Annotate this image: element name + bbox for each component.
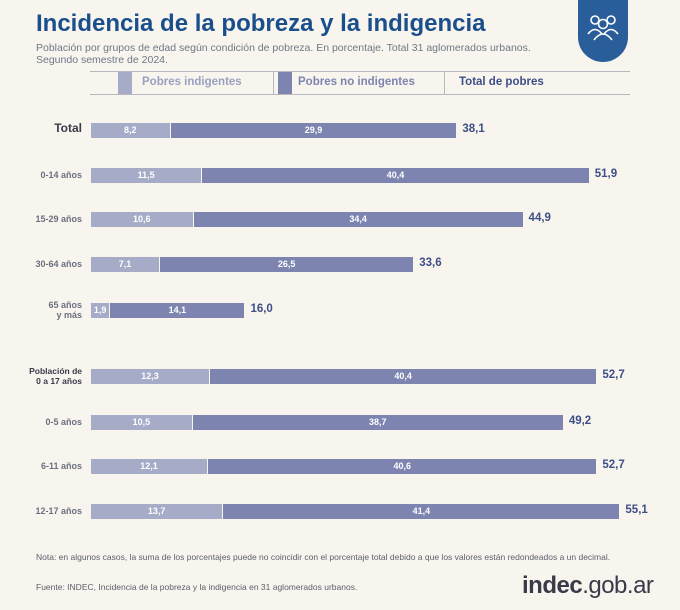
data-label-indigent: 1,9	[93, 305, 107, 315]
bar-segment-indigent: 11,5	[91, 167, 202, 183]
data-label-non-indigent: 34,4	[349, 214, 367, 224]
chart-title: Incidencia de la pobreza y la indigencia	[36, 10, 486, 37]
bar-segment-indigent: 12,1	[91, 458, 208, 474]
legend-divider	[444, 72, 445, 94]
data-label-non-indigent: 40,6	[393, 461, 411, 471]
bar-segment-indigent: 1,9	[91, 302, 110, 318]
brand-logo-domain: .gob.ar	[582, 572, 654, 599]
legend-label-non-indigent: Pobres no indigentes	[298, 76, 415, 88]
data-label-indigent: 10,6	[133, 214, 151, 224]
data-label-total: 55,1	[625, 504, 648, 516]
data-label-indigent: 12,3	[141, 371, 159, 381]
footnote: Nota: en algunos casos, la suma de los p…	[36, 552, 611, 562]
data-label-total: 33,6	[419, 257, 442, 269]
legend-swatch-indigent	[118, 72, 132, 94]
chart-legend: Pobres indigentes Pobres no indigentes T…	[90, 71, 630, 95]
category-label: Población de 0 a 17 años	[29, 366, 82, 386]
bar-segment-non-indigent: 38,7	[192, 414, 563, 430]
category-label: 12-17 años	[35, 506, 82, 516]
people-group-icon	[587, 15, 619, 41]
category-label: 65 años y más	[48, 300, 82, 320]
legend-swatch-non-indigent	[278, 72, 292, 94]
source-note: Fuente: INDEC, Incidencia de la pobreza …	[36, 582, 358, 592]
data-label-non-indigent: 40,4	[386, 170, 405, 180]
legend-label-total: Total de pobres	[459, 76, 544, 88]
legend-label-indigent: Pobres indigentes	[142, 76, 242, 88]
data-label-indigent: 7,1	[118, 259, 132, 269]
bar-segment-indigent: 10,6	[91, 211, 193, 227]
data-label-total: 49,2	[568, 415, 592, 427]
bar-segment-non-indigent: 14,1	[110, 302, 245, 318]
category-label: 0-14 años	[40, 170, 82, 180]
data-label-total: 52,7	[602, 459, 625, 471]
data-label-non-indigent: 40,4	[394, 371, 412, 381]
data-label-indigent: 13,7	[147, 506, 166, 516]
category-label: 15-29 años	[35, 214, 82, 224]
data-label-indigent: 8,2	[124, 125, 137, 135]
data-label-total: 52,7	[602, 369, 625, 381]
data-label-non-indigent: 26,5	[277, 259, 296, 269]
data-label-indigent: 10,5	[132, 417, 151, 427]
bar-segment-indigent: 8,2	[91, 122, 170, 138]
category-label: Total	[54, 121, 82, 135]
bar-segment-non-indigent: 34,4	[193, 211, 523, 227]
data-label-total: 44,9	[528, 212, 551, 224]
data-label-non-indigent: 29,9	[304, 125, 323, 135]
bar-segment-indigent: 10,5	[91, 414, 192, 430]
bar-segment-non-indigent: 40,4	[202, 167, 589, 183]
bar-segment-indigent: 13,7	[91, 503, 223, 519]
data-label-total: 16,0	[250, 303, 273, 315]
category-label: 0-5 años	[45, 417, 82, 427]
data-label-total: 51,9	[594, 168, 618, 180]
bar-segment-non-indigent: 29,9	[170, 122, 457, 138]
data-label-non-indigent: 41,4	[412, 506, 431, 516]
bar-segment-non-indigent: 41,4	[223, 503, 620, 519]
chart-subtitle: Población por grupos de edad según condi…	[36, 42, 531, 66]
data-label-indigent: 11,5	[137, 170, 155, 180]
data-label-total: 38,1	[462, 123, 485, 135]
data-label-non-indigent: 14,1	[168, 305, 187, 315]
bar-segment-non-indigent: 26,5	[160, 256, 414, 272]
logo-badge	[578, 0, 628, 62]
category-label: 30-64 años	[35, 259, 82, 269]
legend-divider	[273, 72, 274, 94]
bar-segment-non-indigent: 40,4	[209, 368, 597, 384]
brand-logo: indec.gob.ar	[522, 572, 654, 600]
brand-logo-strong: indec	[522, 572, 583, 599]
bar-segment-indigent: 7,1	[91, 256, 160, 272]
bar-segment-non-indigent: 40,6	[208, 458, 597, 474]
category-label: 6-11 años	[40, 461, 82, 471]
data-label-indigent: 12,1	[140, 461, 158, 471]
data-label-non-indigent: 38,7	[368, 417, 387, 427]
bar-segment-indigent: 12,3	[91, 368, 209, 384]
